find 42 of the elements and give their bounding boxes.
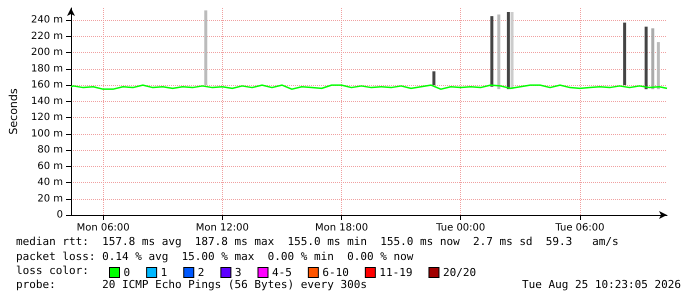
x-tick-label: Mon 06:00 (76, 222, 130, 234)
legend-label: 1 (160, 266, 168, 279)
legend-label: 11-19 (379, 266, 412, 279)
legend-label: 6-10 (322, 266, 349, 279)
y-tick-label: 180 m (30, 63, 63, 74)
bar (623, 22, 626, 86)
y-tick-label: 40 m (37, 177, 63, 188)
bar (656, 42, 660, 90)
text: median rtt: 157.8 ms avg 187.8 ms max 155.0 ms min 155.0 ms now 2.7 ms sd 59.3 am/s (16, 235, 619, 248)
legend-title: loss color: (16, 264, 89, 277)
bar (644, 26, 648, 90)
y-tick-label: 160 m (30, 80, 63, 91)
y-tick-label: 0 (56, 210, 63, 220)
y-tick-label: 20 m (37, 193, 63, 204)
legend-label: 0 (124, 266, 130, 279)
bar (510, 12, 514, 90)
y-tick-label: 140 m (30, 96, 63, 107)
legend-label: 4-5 (272, 266, 292, 279)
y-tick-label: 240 m (30, 14, 63, 26)
bar (204, 10, 208, 86)
bar (497, 14, 500, 90)
y-tick-label: 80 m (37, 144, 63, 156)
legend-label: 2 (198, 266, 204, 279)
y-tick-label: 200 m (30, 47, 63, 58)
bar (490, 16, 494, 87)
x-tick-label: Mon 18:00 (314, 222, 368, 234)
text: probe: 20 ICMP Echo Pings (56 Bytes) every 300s (16, 278, 367, 291)
y-tick-label: 120 m (30, 112, 63, 124)
y-tick-label: 100 m (30, 128, 63, 140)
y-axis-title: Seconds (7, 88, 20, 135)
text: packet loss: 0.14 % avg 15.00 % max 0.00 % min 0.00 % now (16, 250, 414, 263)
legend-label: 3 (234, 266, 242, 279)
x-tick-label: Mon 12:00 (196, 222, 249, 234)
text: Tue Aug 25 10:23:05 2026 (522, 278, 681, 291)
y-tick-label: 60 m (37, 160, 63, 172)
x-tick-label: Tue 00:00 (435, 222, 486, 234)
x-tick-label: Tue 06:00 (554, 222, 604, 234)
bar (432, 71, 436, 86)
bar (506, 12, 510, 90)
y-tick-label: 220 m (30, 30, 63, 42)
bar (651, 28, 654, 90)
legend-label: 20/20 (442, 266, 476, 279)
